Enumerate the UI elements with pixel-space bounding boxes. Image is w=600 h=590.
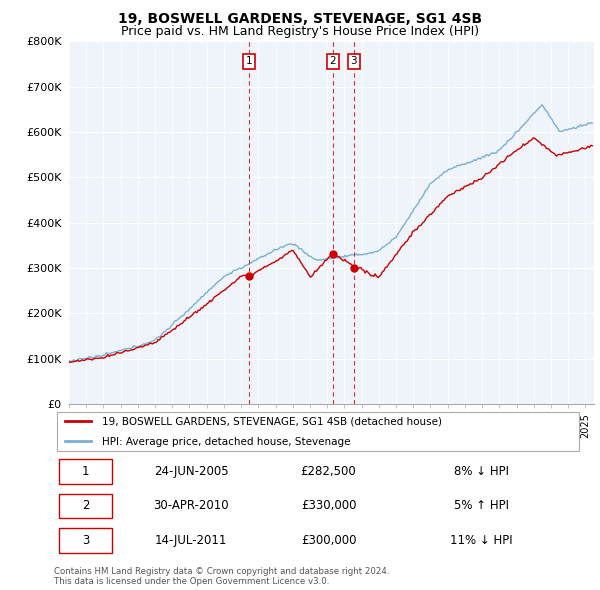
- Text: 3: 3: [350, 56, 357, 66]
- Text: £330,000: £330,000: [301, 499, 356, 513]
- Text: HPI: Average price, detached house, Stevenage: HPI: Average price, detached house, Stev…: [101, 437, 350, 447]
- Text: 11% ↓ HPI: 11% ↓ HPI: [451, 534, 513, 547]
- Text: 19, BOSWELL GARDENS, STEVENAGE, SG1 4SB: 19, BOSWELL GARDENS, STEVENAGE, SG1 4SB: [118, 12, 482, 26]
- FancyBboxPatch shape: [56, 412, 580, 451]
- Text: Contains HM Land Registry data © Crown copyright and database right 2024.
This d: Contains HM Land Registry data © Crown c…: [54, 567, 389, 586]
- Text: 2: 2: [329, 56, 336, 66]
- Text: 24-JUN-2005: 24-JUN-2005: [154, 465, 229, 478]
- Text: 1: 1: [246, 56, 253, 66]
- FancyBboxPatch shape: [59, 459, 112, 484]
- Text: £282,500: £282,500: [301, 465, 356, 478]
- FancyBboxPatch shape: [59, 528, 112, 553]
- Text: 2: 2: [82, 499, 89, 513]
- Text: £300,000: £300,000: [301, 534, 356, 547]
- Text: 3: 3: [82, 534, 89, 547]
- FancyBboxPatch shape: [59, 493, 112, 519]
- Text: 1: 1: [82, 465, 89, 478]
- Text: 5% ↑ HPI: 5% ↑ HPI: [454, 499, 509, 513]
- Text: 19, BOSWELL GARDENS, STEVENAGE, SG1 4SB (detached house): 19, BOSWELL GARDENS, STEVENAGE, SG1 4SB …: [101, 417, 442, 427]
- Text: 30-APR-2010: 30-APR-2010: [154, 499, 229, 513]
- Text: Price paid vs. HM Land Registry's House Price Index (HPI): Price paid vs. HM Land Registry's House …: [121, 25, 479, 38]
- Text: 8% ↓ HPI: 8% ↓ HPI: [454, 465, 509, 478]
- Text: 14-JUL-2011: 14-JUL-2011: [155, 534, 227, 547]
